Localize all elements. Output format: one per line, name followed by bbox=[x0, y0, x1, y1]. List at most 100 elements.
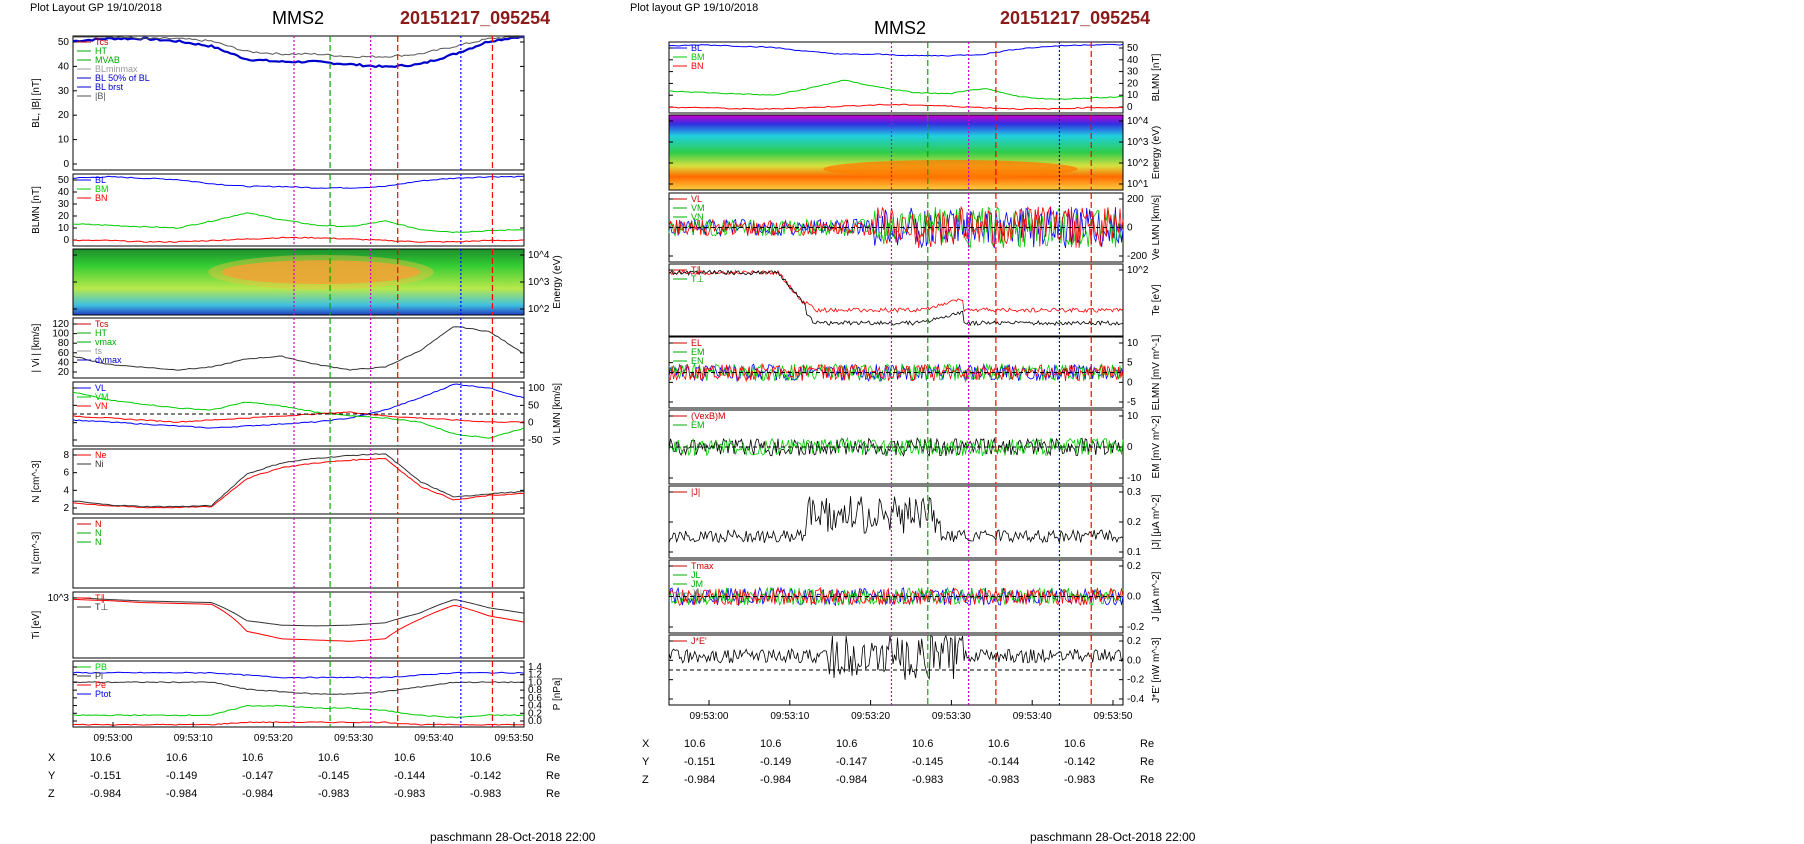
y-tick-label: 20 bbox=[58, 367, 70, 378]
position-value: -0.983 bbox=[318, 788, 350, 800]
position-value: -0.149 bbox=[760, 756, 792, 768]
y-tick-label: 1.4 bbox=[528, 662, 542, 673]
legend-entry: Ne bbox=[95, 450, 107, 460]
y-tick-label: 10^3 bbox=[48, 593, 70, 604]
y-tick-label: 10^2 bbox=[528, 304, 550, 315]
y-axis-label: Energy (eV) bbox=[552, 255, 563, 308]
panel-frame bbox=[72, 660, 525, 728]
spectrogram-warm-region bbox=[208, 254, 434, 290]
position-value: -0.984 bbox=[242, 788, 274, 800]
legend-entry: BM bbox=[691, 52, 705, 62]
y-tick-label: 5 bbox=[1127, 358, 1133, 369]
panel-right-4: 10^2Te [eV] T∥T⊥ bbox=[668, 263, 1162, 337]
panel-left-7: N [cm^-3] NNN bbox=[31, 517, 525, 589]
panel-right-7: 0.3 0.2 0.1 |J| [μA m^-2] |J| bbox=[668, 485, 1162, 559]
series-trace bbox=[668, 634, 1124, 681]
position-axis-label: Z bbox=[48, 788, 55, 800]
position-unit: Re bbox=[546, 788, 561, 800]
position-value: -0.144 bbox=[394, 770, 426, 782]
y-tick-label: -0.2 bbox=[1127, 622, 1145, 633]
legend-entry: BL bbox=[95, 175, 106, 185]
position-value: 10.6 bbox=[684, 738, 706, 750]
y-tick-label: 30 bbox=[1127, 67, 1139, 78]
series-vl bbox=[72, 383, 525, 429]
position-value: -0.151 bbox=[90, 770, 122, 782]
panel-frame bbox=[668, 485, 1124, 559]
position-unit: Re bbox=[1140, 774, 1155, 786]
y-tick-label: 0 bbox=[1127, 442, 1133, 453]
series-trace bbox=[668, 586, 1124, 607]
series-trace bbox=[668, 362, 1124, 383]
y-axis-label: Ve LMN [km/s] bbox=[1151, 195, 1162, 260]
legend-entry: T∥ bbox=[95, 593, 105, 603]
position-value: -0.984 bbox=[760, 774, 792, 786]
legend-entry: BN bbox=[95, 193, 108, 203]
series-bm bbox=[72, 212, 525, 234]
y-tick-label: -10 bbox=[1127, 473, 1142, 484]
panel-frame bbox=[72, 317, 525, 379]
y-tick-label: 6 bbox=[63, 468, 69, 479]
legend-entry: |J| bbox=[691, 487, 700, 497]
legend-entry: vmax bbox=[95, 337, 117, 347]
legend-entry: EL bbox=[691, 338, 702, 348]
series-ni bbox=[72, 453, 525, 508]
y-axis-label: |J| [μA m^-2] bbox=[1151, 494, 1162, 549]
y-tick-label: -0.4 bbox=[1127, 694, 1145, 705]
y-tick-label: 50 bbox=[58, 37, 70, 48]
position-value: 10.6 bbox=[90, 752, 112, 764]
x-tick-label: 09:53:50 bbox=[1094, 711, 1133, 722]
panel-right-6: 10 0 -10 EM [mV m^-2] (VexB)MEM bbox=[668, 409, 1162, 485]
legend-entry: T⊥ bbox=[95, 602, 108, 612]
y-tick-label: 120 bbox=[52, 319, 69, 330]
legend-entry: EM bbox=[691, 420, 705, 430]
y-tick-label: 0.2 bbox=[1127, 636, 1141, 647]
series-bl bbox=[72, 175, 525, 189]
y-tick-label: 4 bbox=[63, 485, 69, 496]
y-tick-label: 10^4 bbox=[1127, 116, 1149, 127]
panel-frame bbox=[668, 114, 1124, 191]
y-tick-label: 10 bbox=[58, 223, 70, 234]
legend-entry: Pi bbox=[95, 671, 103, 681]
y-axis-label: Vi LMN [km/s] bbox=[552, 383, 563, 445]
y-axis-label: | Vi | [km/s] bbox=[31, 323, 42, 372]
legend-entry: PB bbox=[95, 662, 107, 672]
y-axis-label: Ti [eV] bbox=[31, 611, 42, 640]
y-tick-label: 10 bbox=[1127, 90, 1139, 101]
y-tick-label: 30 bbox=[58, 199, 70, 210]
legend-entry: BL bbox=[691, 43, 702, 53]
y-tick-label: -200 bbox=[1127, 251, 1147, 262]
panel-frame bbox=[72, 35, 525, 171]
legend-entry: VM bbox=[691, 203, 705, 213]
position-value: 10.6 bbox=[988, 738, 1010, 750]
y-tick-label: 10 bbox=[1127, 411, 1139, 422]
position-value: -0.983 bbox=[394, 788, 426, 800]
position-value: -0.147 bbox=[242, 770, 274, 782]
y-tick-label: 0.8 bbox=[528, 685, 542, 696]
position-value: -0.147 bbox=[836, 756, 868, 768]
spectrogram-hot-region bbox=[823, 160, 1078, 178]
y-tick-label: 30 bbox=[58, 86, 70, 97]
x-tick-label: 09:53:40 bbox=[414, 733, 453, 744]
series-trace bbox=[668, 496, 1124, 544]
x-tick-label: 09:53:00 bbox=[690, 711, 729, 722]
legend-entry: N bbox=[95, 537, 102, 547]
legend-entry: Tmax bbox=[691, 561, 714, 571]
legend-entry: MVAB bbox=[95, 55, 120, 65]
panel-right-9: 0.2 0.0 -0.2 -0.4 J*E' [nW m^-3] J*E' bbox=[668, 634, 1162, 706]
left-spacecraft-title: MMS2 bbox=[272, 8, 325, 28]
series--vi- bbox=[72, 326, 525, 371]
position-value: 10.6 bbox=[166, 752, 188, 764]
legend-entry: N bbox=[95, 528, 102, 538]
position-axis-label: Y bbox=[642, 756, 650, 768]
legend-entry: VN bbox=[691, 212, 704, 222]
panel-frame bbox=[72, 517, 525, 589]
position-value: -0.145 bbox=[912, 756, 944, 768]
position-value: -0.142 bbox=[470, 770, 502, 782]
position-value: 10.6 bbox=[836, 738, 858, 750]
y-tick-label: 40 bbox=[58, 357, 70, 368]
